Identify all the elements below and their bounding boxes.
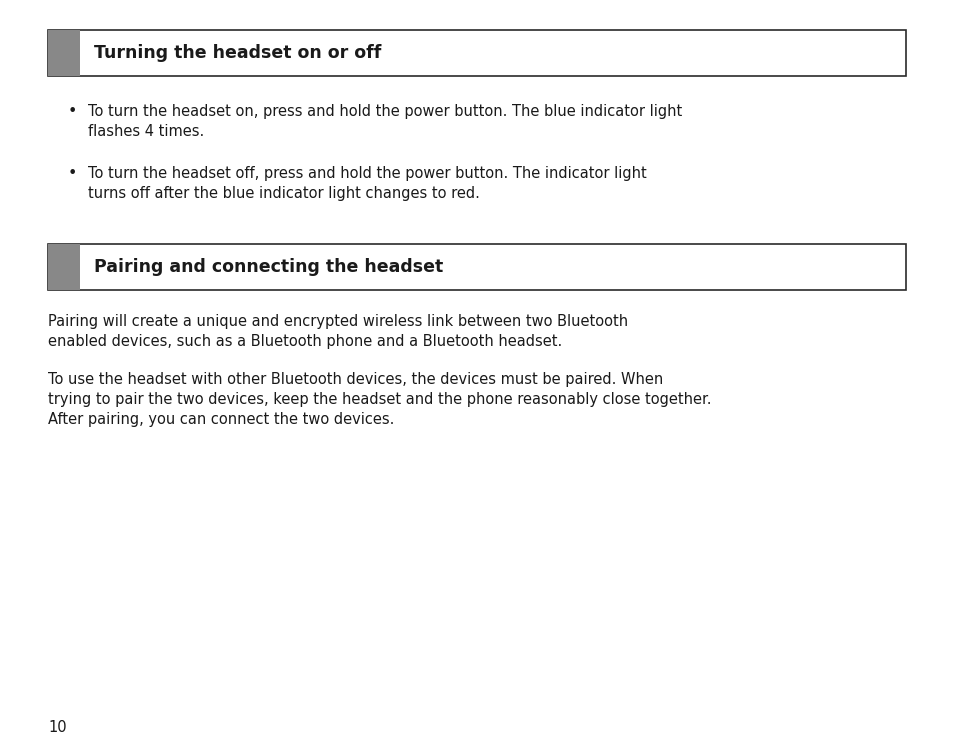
FancyBboxPatch shape bbox=[48, 244, 80, 290]
Text: •: • bbox=[68, 166, 77, 181]
Text: Pairing and connecting the headset: Pairing and connecting the headset bbox=[94, 258, 443, 276]
Text: •: • bbox=[68, 104, 77, 119]
FancyBboxPatch shape bbox=[48, 30, 80, 76]
Text: turns off after the blue indicator light changes to red.: turns off after the blue indicator light… bbox=[88, 186, 479, 201]
Text: trying to pair the two devices, keep the headset and the phone reasonably close : trying to pair the two devices, keep the… bbox=[48, 392, 711, 407]
FancyBboxPatch shape bbox=[48, 30, 905, 76]
Text: After pairing, you can connect the two devices.: After pairing, you can connect the two d… bbox=[48, 412, 394, 427]
Text: Pairing will create a unique and encrypted wireless link between two Bluetooth: Pairing will create a unique and encrypt… bbox=[48, 314, 627, 329]
Text: To use the headset with other Bluetooth devices, the devices must be paired. Whe: To use the headset with other Bluetooth … bbox=[48, 372, 662, 387]
Text: 10: 10 bbox=[48, 720, 67, 735]
Text: To turn the headset on, press and hold the power button. The blue indicator ligh: To turn the headset on, press and hold t… bbox=[88, 104, 681, 119]
FancyBboxPatch shape bbox=[48, 244, 905, 290]
Text: flashes 4 times.: flashes 4 times. bbox=[88, 124, 204, 139]
Text: Turning the headset on or off: Turning the headset on or off bbox=[94, 44, 381, 62]
Text: To turn the headset off, press and hold the power button. The indicator light: To turn the headset off, press and hold … bbox=[88, 166, 646, 181]
Text: enabled devices, such as a Bluetooth phone and a Bluetooth headset.: enabled devices, such as a Bluetooth pho… bbox=[48, 334, 561, 349]
